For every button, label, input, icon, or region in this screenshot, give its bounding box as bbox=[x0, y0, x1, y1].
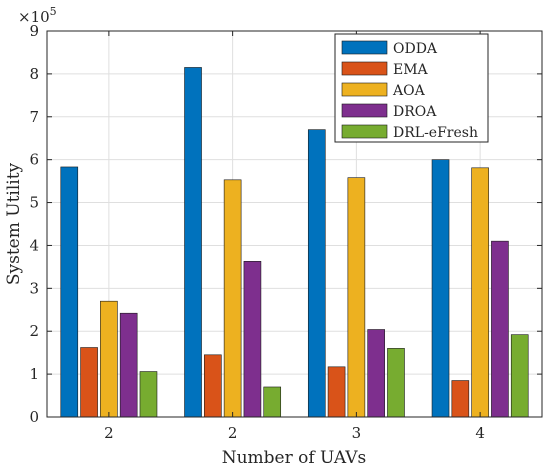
y-tick-label: 1 bbox=[29, 365, 39, 383]
y-tick-label: 7 bbox=[29, 108, 39, 126]
legend-swatch-ema bbox=[341, 61, 388, 76]
bar-aoa-group-4 bbox=[471, 167, 489, 418]
bar-droa-group-4 bbox=[491, 240, 509, 418]
legend-label-drl-efresh: DRL-eFresh bbox=[393, 125, 478, 141]
x-tick-label: 2 bbox=[228, 424, 238, 442]
y-axis-ticks: 0 1 2 3 4 5 6 7 8 9 bbox=[29, 22, 542, 426]
y-tick-label: 6 bbox=[29, 151, 39, 169]
x-tick-label: 4 bbox=[475, 424, 485, 442]
legend-label-aoa: AOA bbox=[392, 83, 426, 99]
y-tick-label: 4 bbox=[29, 236, 39, 254]
legend-swatch-drl-efresh bbox=[341, 124, 388, 139]
bar-ema-group-3 bbox=[327, 366, 346, 418]
x-axis-title: Number of UAVs bbox=[222, 448, 367, 468]
bar-drl-efresh-group-3 bbox=[387, 348, 405, 418]
legend-label-odda: ODDA bbox=[393, 41, 438, 57]
legend: ODDA EMA AOA DROA DRL-eFresh bbox=[334, 33, 489, 143]
plot-frame bbox=[46, 30, 543, 418]
bar-drl-efresh-group-4 bbox=[510, 334, 529, 418]
bar-ema-group-2 bbox=[204, 354, 222, 418]
y-tick-label: 8 bbox=[29, 65, 39, 83]
bar-droa-group-3 bbox=[367, 329, 385, 418]
bar-ema-group-4 bbox=[451, 380, 470, 418]
bar-aoa-group-3 bbox=[347, 177, 366, 418]
bar-drl-efresh-group-1 bbox=[139, 371, 158, 418]
bar-odda-group-2 bbox=[184, 67, 202, 418]
bar-drl-efresh-group-2 bbox=[263, 386, 282, 418]
legend-swatch-droa bbox=[341, 103, 388, 118]
bar-odda-group-4 bbox=[431, 159, 450, 418]
y-tick-label: 2 bbox=[29, 322, 39, 340]
bar-aoa-group-1 bbox=[100, 300, 118, 418]
y-tick-label: 9 bbox=[29, 22, 39, 40]
y-tick-label: 0 bbox=[29, 408, 39, 426]
y-tick-label: 3 bbox=[29, 279, 39, 297]
legend-label-ema: EMA bbox=[393, 62, 429, 78]
legend-swatch-odda bbox=[341, 40, 388, 55]
legend-swatch-aoa bbox=[341, 82, 388, 97]
bar-ema-group-1 bbox=[80, 347, 98, 418]
bar-aoa-group-2 bbox=[223, 179, 242, 418]
x-tick-label: 2 bbox=[104, 424, 114, 442]
bar-odda-group-1 bbox=[60, 166, 79, 418]
bar-odda-group-3 bbox=[307, 129, 326, 418]
y-exponent-label: ×105 bbox=[18, 5, 57, 26]
x-axis-ticks: 2 2 3 4 bbox=[104, 31, 485, 442]
legend-label-droa: DROA bbox=[393, 104, 437, 120]
x-tick-label: 3 bbox=[352, 424, 362, 442]
y-axis-title: System Utility bbox=[4, 162, 24, 285]
bar-droa-group-1 bbox=[119, 312, 138, 418]
y-tick-label: 5 bbox=[29, 194, 39, 212]
bar-droa-group-2 bbox=[243, 261, 262, 418]
